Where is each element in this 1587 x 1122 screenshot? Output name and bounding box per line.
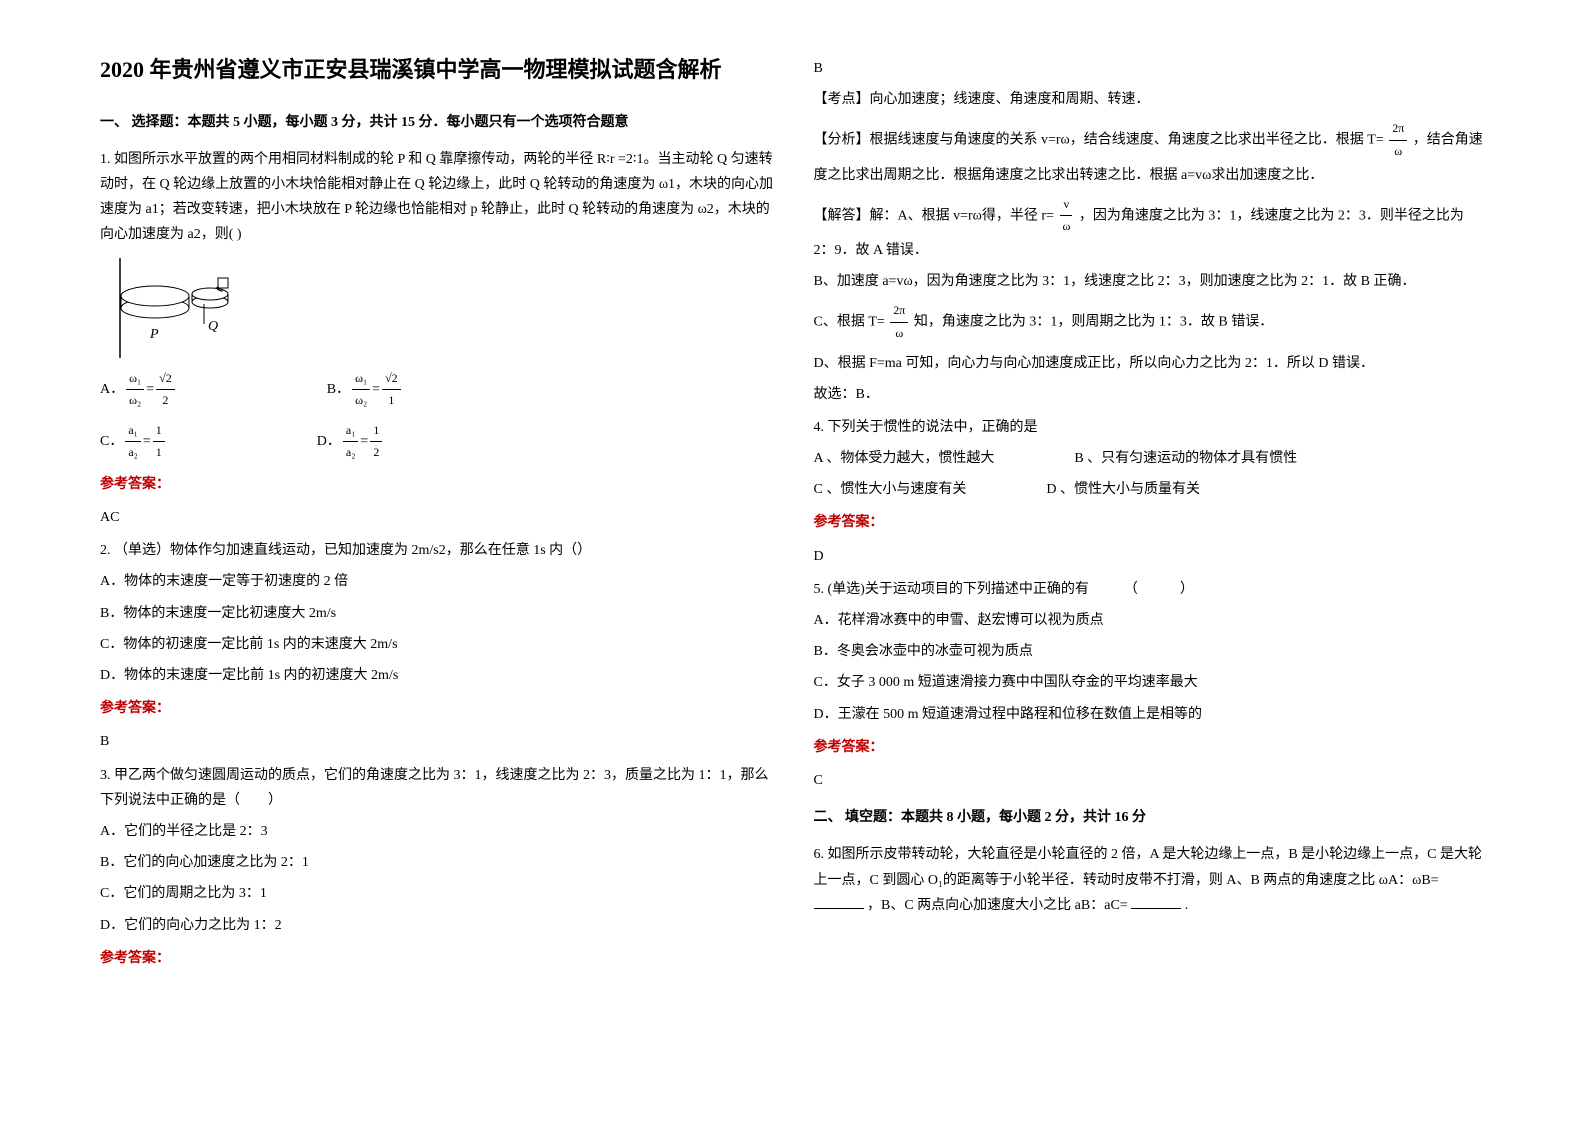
q1-answer: AC: [100, 505, 774, 530]
q2-answer: B: [100, 729, 774, 754]
solve-b: B、加速度 a=vω，因为角速度之比为 3：1，线速度之比 2：3，则加速度之比…: [814, 269, 1488, 294]
question-6-text: 6. 如图所示皮带转动轮，大轮直径是小轮直径的 2 倍，A 是大轮边缘上一点，B…: [814, 842, 1488, 918]
solve-a: 【解答】解：A、根据 v=rω得，半径 r= vω ，因为角速度之比为 3：1，…: [814, 194, 1488, 263]
answer-label: 参考答案：: [100, 472, 774, 497]
section-2-heading: 二、 填空题：本题共 8 小题，每小题 2 分，共计 16 分: [814, 805, 1488, 830]
option-b: B． ω₁ω₂ = √21: [327, 368, 403, 412]
option-a: A． ω₁ω₂ = √22: [100, 368, 177, 412]
q3-option-d: D．它们的向心力之比为 1：2: [100, 913, 774, 938]
analysis-1: 【考点】向心加速度；线速度、角速度和周期、转速．: [814, 87, 1488, 112]
question-3: 3. 甲乙两个做匀速圆周运动的质点，它们的角速度之比为 3：1，线速度之比为 2…: [100, 763, 774, 971]
blank-2: [1131, 895, 1181, 909]
option-d: D． a₁a₂ = 12: [317, 420, 385, 464]
q5-option-d: D．王濛在 500 m 短道速滑过程中路程和位移在数值上是相等的: [814, 702, 1488, 727]
q4-option-d: D 、惯性大小与质量有关: [1046, 477, 1200, 502]
q5-option-c: C．女子 3 000 m 短道速滑接力赛中中国队夺金的平均速率最大: [814, 670, 1488, 695]
q2-option-a: A．物体的末速度一定等于初速度的 2 倍: [100, 569, 774, 594]
right-column: B 【考点】向心加速度；线速度、角速度和周期、转速． 【分析】根据线速度与角速度…: [794, 50, 1508, 1072]
q4-row2: C 、惯性大小与速度有关 D 、惯性大小与质量有关: [814, 477, 1488, 502]
solve-d: D、根据 F=ma 可知，向心力与向心加速度成正比，所以向心力之比为 2：1．所…: [814, 351, 1488, 376]
question-4-text: 4. 下列关于惯性的说法中，正确的是: [814, 415, 1488, 440]
question-5: 5. (单选)关于运动项目的下列描述中正确的有 （ ） A．花样滑冰赛中的申雪、…: [814, 577, 1488, 793]
q3-option-c: C．它们的周期之比为 3：1: [100, 881, 774, 906]
answer-label: 参考答案：: [814, 510, 1488, 535]
answer-label: 参考答案：: [814, 735, 1488, 760]
svg-text:P: P: [149, 327, 159, 342]
q1-options-row2: C． a₁a₂ = 11 D． a₁a₂ = 12: [100, 420, 774, 464]
q1-options-row1: A． ω₁ω₂ = √22 B． ω₁ω₂ = √21: [100, 368, 774, 412]
answer-label: 参考答案：: [100, 696, 774, 721]
q5-answer: C: [814, 768, 1488, 793]
q2-option-c: C．物体的初速度一定比前 1s 内的末速度大 2m/s: [100, 632, 774, 657]
question-1: 1. 如图所示水平放置的两个用相同材料制成的轮 P 和 Q 靠摩擦传动，两轮的半…: [100, 147, 774, 531]
analysis-2: 【分析】根据线速度与角速度的关系 v=rω，结合线速度、角速度之比求出半径之比．…: [814, 118, 1488, 187]
pulley-diagram: P Q: [100, 258, 280, 358]
blank-1: [814, 895, 864, 909]
left-column: 2020 年贵州省遵义市正安县瑞溪镇中学高一物理模拟试题含解析 一、 选择题：本…: [80, 50, 794, 1072]
question-3-text: 3. 甲乙两个做匀速圆周运动的质点，它们的角速度之比为 3：1，线速度之比为 2…: [100, 763, 774, 813]
question-1-text: 1. 如图所示水平放置的两个用相同材料制成的轮 P 和 Q 靠摩擦传动，两轮的半…: [100, 147, 774, 248]
q5-option-b: B．冬奥会冰壶中的冰壶可视为质点: [814, 639, 1488, 664]
q3-option-a: A．它们的半径之比是 2：3: [100, 819, 774, 844]
q3-answer: B: [814, 56, 1488, 81]
question-2: 2. （单选）物体作匀加速直线运动，已知加速度为 2m/s2，那么在任意 1s …: [100, 538, 774, 754]
q4-row1: A 、物体受力越大，惯性越大 B 、只有匀速运动的物体才具有惯性: [814, 446, 1488, 471]
conclusion: 故选：B．: [814, 382, 1488, 407]
section-1-heading: 一、 选择题：本题共 5 小题，每小题 3 分，共计 15 分．每小题只有一个选…: [100, 110, 774, 135]
q4-option-b: B 、只有匀速运动的物体才具有惯性: [1074, 446, 1297, 471]
q4-option-a: A 、物体受力越大，惯性越大: [814, 446, 995, 471]
svg-text:Q: Q: [208, 319, 218, 334]
question-2-text: 2. （单选）物体作匀加速直线运动，已知加速度为 2m/s2，那么在任意 1s …: [100, 538, 774, 563]
q2-option-d: D．物体的末速度一定比前 1s 内的初速度大 2m/s: [100, 663, 774, 688]
question-6: 6. 如图所示皮带转动轮，大轮直径是小轮直径的 2 倍，A 是大轮边缘上一点，B…: [814, 842, 1488, 918]
document-title: 2020 年贵州省遵义市正安县瑞溪镇中学高一物理模拟试题含解析: [100, 50, 774, 90]
q3-option-b: B．它们的向心加速度之比为 2：1: [100, 850, 774, 875]
solve-c: C、根据 T= 2πω 知，角速度之比为 3：1，则周期之比为 1：3．故 B …: [814, 300, 1488, 344]
q4-option-c: C 、惯性大小与速度有关: [814, 477, 967, 502]
question-4: 4. 下列关于惯性的说法中，正确的是 A 、物体受力越大，惯性越大 B 、只有匀…: [814, 415, 1488, 569]
q4-answer: D: [814, 544, 1488, 569]
q2-option-b: B．物体的末速度一定比初速度大 2m/s: [100, 601, 774, 626]
answer-label: 参考答案：: [100, 946, 774, 971]
question-5-text: 5. (单选)关于运动项目的下列描述中正确的有 （ ）: [814, 577, 1488, 602]
option-c: C． a₁a₂ = 11: [100, 420, 167, 464]
q5-option-a: A．花样滑冰赛中的申雪、赵宏博可以视为质点: [814, 608, 1488, 633]
